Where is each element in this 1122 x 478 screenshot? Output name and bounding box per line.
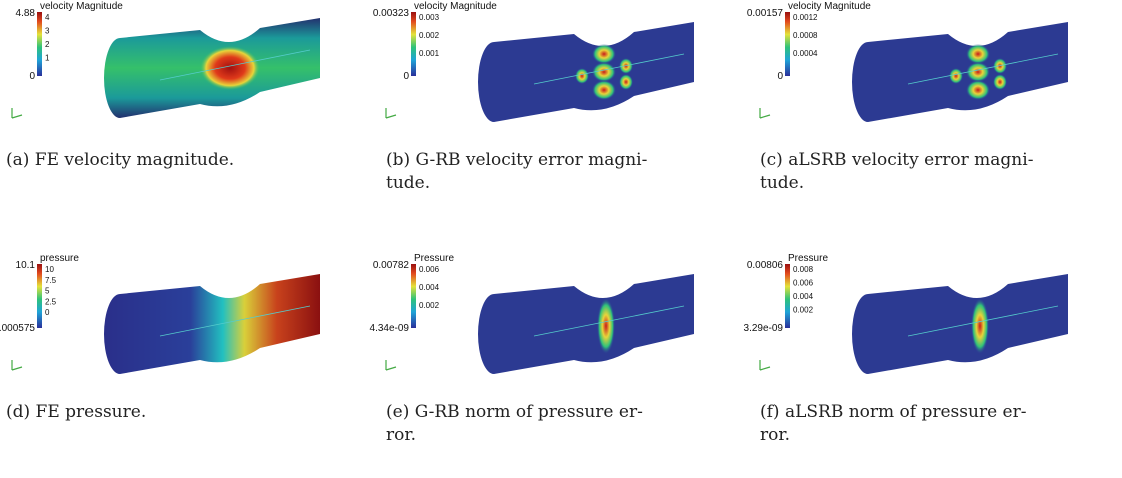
flow-domain bbox=[104, 274, 320, 374]
axis-line bbox=[907, 53, 1059, 85]
colorbar-tick: 0.002 bbox=[793, 306, 814, 315]
colorbar-min: -0.000575 bbox=[0, 323, 35, 334]
colorbar-min: 0 bbox=[777, 71, 783, 82]
error-blob bbox=[575, 68, 589, 84]
subfigure: Pressure 0.00806 3.29e-09 0.008 0.006 0.004 0.… bbox=[744, 253, 1068, 445]
colorbar bbox=[37, 264, 42, 328]
colorbar-tick: 0.001 bbox=[419, 49, 440, 58]
colorbar-title: velocity Magnitude bbox=[40, 1, 123, 12]
subfigure: velocity Magnitude 0.00157 0 0.0012 0.0008 0.… bbox=[747, 1, 1068, 193]
colorbar-title: Pressure bbox=[414, 253, 454, 264]
colorbar-max: 0.00157 bbox=[747, 8, 784, 19]
colorbar-title: pressure bbox=[40, 253, 79, 264]
colorbar-tick: 0.002 bbox=[419, 31, 440, 40]
colorbar-min: 4.34e-09 bbox=[370, 323, 410, 334]
subfigure: pressure 10.1 -0.000575 10 7.5 52.5 0 (d) FE pr… bbox=[0, 253, 320, 422]
colorbar-tick: 0.0004 bbox=[793, 49, 818, 58]
axes-icon bbox=[385, 360, 397, 371]
colorbar bbox=[785, 12, 790, 76]
error-blob bbox=[949, 68, 963, 84]
colorbar-max: 10.1 bbox=[16, 260, 36, 271]
subfigure: velocity Magnitude 4.88 0 4 3 2 1 (a) FE veloci… bbox=[6, 1, 320, 170]
axes-icon bbox=[11, 360, 23, 371]
error-band bbox=[971, 298, 989, 354]
colorbar-tick: 0.0012 bbox=[793, 13, 818, 22]
caption: (b) G-RB velocity error magni- bbox=[386, 150, 647, 170]
colorbar-tick: 0.006 bbox=[793, 279, 814, 288]
axis-line bbox=[159, 49, 311, 81]
caption: (a) FE velocity magnitude. bbox=[6, 150, 234, 170]
caption: tude. bbox=[760, 173, 804, 193]
colorbar bbox=[37, 12, 42, 76]
axis-line bbox=[159, 305, 311, 337]
error-blob bbox=[966, 80, 990, 100]
colorbar-max: 4.88 bbox=[16, 8, 36, 19]
colorbar-title: Pressure bbox=[788, 253, 828, 264]
colorbar-min: 0 bbox=[403, 71, 409, 82]
colorbar-tick: 0.008 bbox=[793, 265, 814, 274]
error-blob bbox=[592, 80, 616, 100]
axes-icon bbox=[11, 108, 23, 119]
colorbar-tick: 0.006 bbox=[419, 265, 440, 274]
subfigure: velocity Magnitude 0.00323 0 0.003 0.002 0.00… bbox=[373, 1, 694, 193]
colorbar-min: 0 bbox=[29, 71, 35, 82]
error-blob bbox=[592, 62, 616, 82]
colorbar-min: 3.29e-09 bbox=[744, 323, 784, 334]
colorbar-title: velocity Magnitude bbox=[788, 1, 871, 12]
error-blob bbox=[966, 62, 990, 82]
axis-line bbox=[533, 53, 685, 85]
colorbar-tick: 3 bbox=[45, 27, 50, 36]
colorbar-tick: 0.002 bbox=[419, 301, 440, 310]
error-blob bbox=[592, 44, 616, 64]
caption: (c) aLSRB velocity error magni- bbox=[760, 150, 1033, 170]
colorbar-tick: 7.5 bbox=[45, 276, 57, 285]
colorbar-max: 0.00782 bbox=[373, 260, 410, 271]
colorbar-max: 0.00323 bbox=[373, 8, 410, 19]
flow-domain bbox=[478, 274, 694, 374]
velocity-peak bbox=[200, 46, 260, 90]
caption: (e) G-RB norm of pressure er- bbox=[386, 402, 643, 422]
colorbar-title: velocity Magnitude bbox=[414, 1, 497, 12]
caption: (f) aLSRB norm of pressure er- bbox=[760, 402, 1026, 422]
colorbar bbox=[411, 264, 416, 328]
axes-icon bbox=[759, 108, 771, 119]
colorbar-tick: 10 bbox=[45, 265, 54, 274]
caption: (d) FE pressure. bbox=[6, 402, 146, 422]
colorbar-tick: 0.004 bbox=[793, 292, 814, 301]
subfigure: Pressure 0.00782 4.34e-09 0.006 0.004 0.002 (e… bbox=[370, 253, 694, 445]
caption: ror. bbox=[386, 425, 416, 445]
axes-icon bbox=[385, 108, 397, 119]
colorbar-max: 0.00806 bbox=[747, 260, 784, 271]
colorbar-tick: 5 bbox=[45, 287, 50, 296]
colorbar-tick: 4 bbox=[45, 13, 50, 22]
colorbar-tick: 0.004 bbox=[419, 283, 440, 292]
axis-line bbox=[533, 305, 685, 337]
axis-line bbox=[907, 305, 1059, 337]
colorbar-tick: 0.0008 bbox=[793, 31, 818, 40]
colorbar-tick: 0 bbox=[45, 308, 50, 317]
error-blob bbox=[993, 74, 1007, 90]
axes-icon bbox=[759, 360, 771, 371]
error-blob bbox=[619, 74, 633, 90]
caption: tude. bbox=[386, 173, 430, 193]
caption: ror. bbox=[760, 425, 790, 445]
colorbar-tick: 1 bbox=[45, 54, 50, 63]
colorbar bbox=[785, 264, 790, 328]
error-blob bbox=[966, 44, 990, 64]
colorbar-tick: 2.5 bbox=[45, 297, 57, 306]
error-band bbox=[597, 298, 615, 354]
flow-domain bbox=[852, 274, 1068, 374]
colorbar-tick: 2 bbox=[45, 40, 50, 49]
colorbar bbox=[411, 12, 416, 76]
colorbar-tick: 0.003 bbox=[419, 13, 440, 22]
